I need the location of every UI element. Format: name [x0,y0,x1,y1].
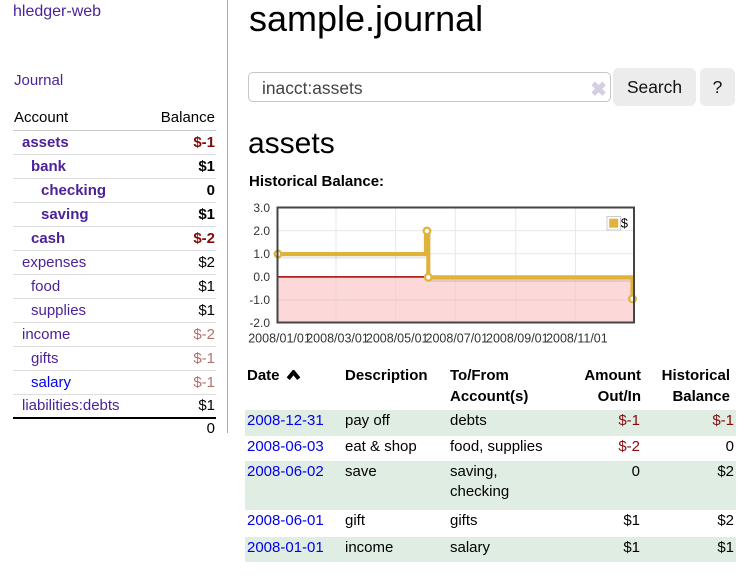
svg-text:2.0: 2.0 [253,224,270,238]
svg-text:$: $ [621,216,629,231]
svg-text:-1.0: -1.0 [249,293,270,307]
svg-text:2008/09/01: 2008/09/01 [486,332,549,346]
svg-text:1.0: 1.0 [253,247,270,261]
svg-text:2008/01/01: 2008/01/01 [248,332,311,346]
svg-text:-2.0: -2.0 [249,316,270,330]
svg-text:0.0: 0.0 [253,270,270,284]
svg-text:2008/03/01: 2008/03/01 [306,332,369,346]
svg-text:2008/05/01: 2008/05/01 [366,332,429,346]
svg-text:2008/07/01: 2008/07/01 [426,332,489,346]
svg-text:2008/11/01: 2008/11/01 [546,332,608,346]
svg-text:3.0: 3.0 [253,201,270,215]
